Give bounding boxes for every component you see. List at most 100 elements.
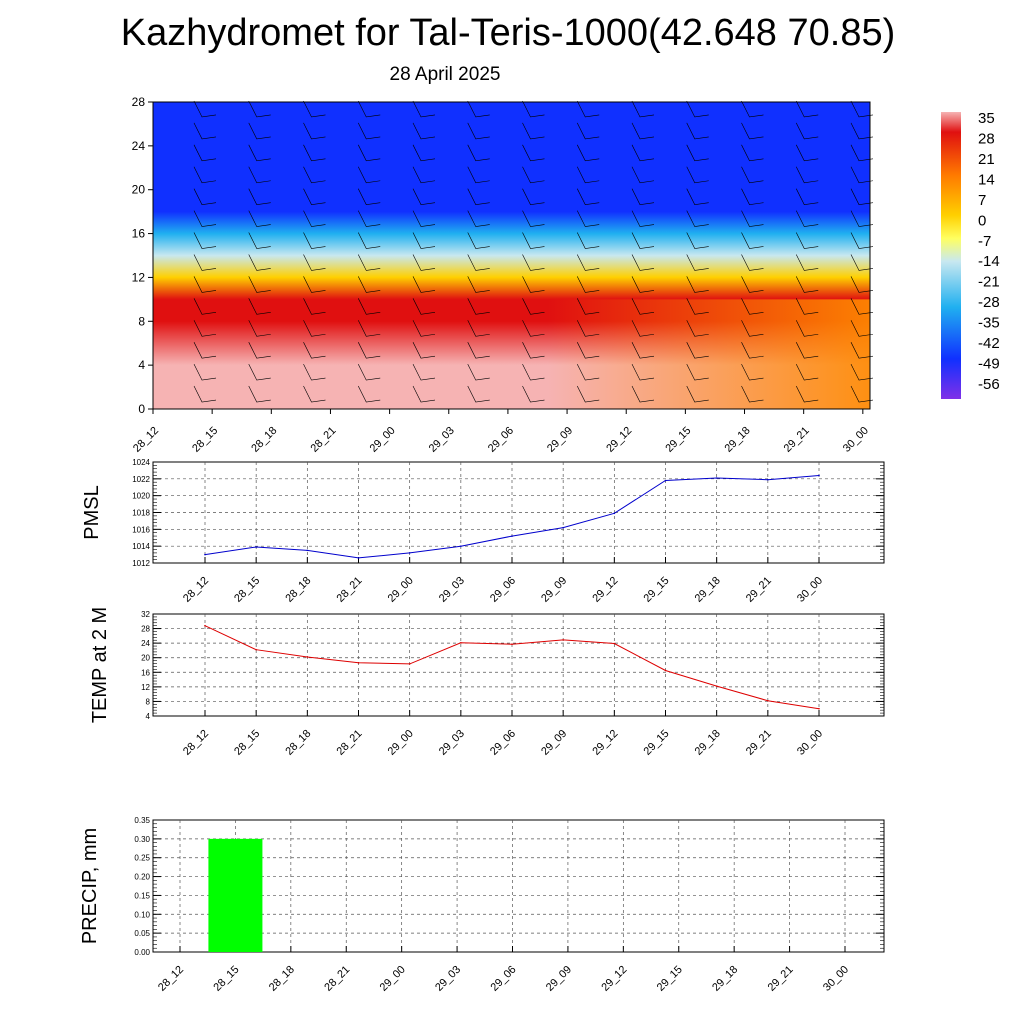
wind-barb	[357, 100, 381, 118]
panel-3-xtick-label: 29_18	[710, 964, 740, 994]
wind-barb	[303, 276, 326, 293]
heatmap-xtick-label: 28_21	[308, 425, 338, 455]
wind-barb	[412, 320, 436, 337]
panel-2-data-point	[613, 642, 616, 645]
wind-barb	[686, 100, 709, 118]
heatmap-ytick-label: 12	[132, 270, 146, 284]
wind-barb	[741, 210, 764, 227]
colorbar-label: 35	[978, 110, 995, 127]
wind-barb	[850, 320, 874, 337]
wind-barb	[686, 210, 709, 227]
panel-3-xtick-label: 29_15	[655, 964, 685, 994]
panel-1-xtick-label: 29_15	[642, 575, 672, 605]
wind-barb	[193, 320, 217, 337]
wind-barb	[795, 232, 819, 249]
colorbar-label: -49	[978, 356, 1000, 373]
panel-2-ytick-label: 20	[141, 654, 150, 663]
panel-2-xtick-label: 29_03	[437, 728, 467, 758]
panel-1-xtick-label: 29_00	[386, 575, 416, 605]
heatmap-frame	[152, 101, 871, 410]
wind-barb	[248, 166, 271, 184]
panel-2-xtick-label: 28_21	[335, 728, 365, 758]
wind-barb	[248, 188, 271, 206]
heatmap-xtick-label: 29_21	[782, 425, 812, 455]
wind-barb	[741, 144, 764, 162]
wind-barb	[467, 144, 490, 162]
wind-barb	[795, 298, 819, 315]
wind-barb	[795, 320, 819, 337]
panel-2-xtick-label: 28_18	[283, 728, 313, 758]
wind-barb	[686, 385, 709, 403]
wind-barb	[522, 342, 545, 359]
heatmap-xtick-label: 29_15	[663, 425, 693, 455]
colorbar-label: 0	[978, 212, 986, 229]
panel-1-data-point	[715, 477, 718, 479]
colorbar-label: 21	[978, 151, 995, 168]
panel-1-ylabel: PMSL	[81, 485, 103, 539]
wind-barb	[522, 100, 545, 118]
wind-barb	[631, 166, 655, 184]
wind-barb	[412, 342, 436, 359]
wind-barb	[686, 122, 709, 140]
wind-barb	[357, 232, 381, 249]
wind-barb	[248, 276, 271, 293]
wind-barb	[522, 122, 545, 140]
colorbar	[941, 112, 961, 399]
heatmap-xtick-label: 28_12	[131, 425, 161, 455]
panel-1-ytick-label: 1024	[132, 458, 150, 467]
colorbar-label: -42	[978, 335, 1000, 352]
panel-2-xtick-label: 29_21	[744, 728, 774, 758]
wind-barb	[248, 385, 271, 403]
wind-barb	[850, 342, 874, 359]
wind-barb	[357, 342, 381, 359]
wind-barb	[795, 363, 819, 381]
wind-barb	[850, 298, 874, 315]
wind-barb	[467, 276, 490, 293]
panel-3-frame	[152, 819, 885, 953]
panel-2-ylabel: TEMP at 2 M	[89, 607, 111, 723]
wind-barb	[850, 166, 874, 184]
wind-barb	[522, 210, 545, 227]
panel-2-data-point	[460, 641, 462, 644]
wind-barb	[576, 144, 600, 162]
wind-barb	[248, 210, 271, 227]
panel-2-data-point	[255, 648, 257, 651]
heatmap-ytick-label: 0	[138, 402, 145, 416]
panel-3-xtick-label: 28_12	[156, 964, 186, 994]
panel-2-xtick-label: 28_12	[181, 728, 211, 758]
heatmap-ytick-label: 4	[138, 358, 145, 372]
wind-barb	[795, 188, 819, 206]
wind-barb	[522, 298, 545, 315]
wind-barb	[686, 363, 709, 381]
wind-barb	[248, 232, 271, 249]
wind-barb	[357, 166, 381, 184]
colorbar-label: -35	[978, 315, 1000, 332]
wind-barb	[248, 320, 271, 337]
wind-barb	[741, 320, 764, 337]
wind-barb	[193, 100, 217, 118]
panel-2-data-point	[767, 699, 769, 702]
wind-barb	[741, 342, 764, 359]
panel-3-ytick-label: 0.25	[134, 854, 150, 863]
wind-barb	[576, 100, 600, 118]
panel-2-xtick-label: 29_15	[642, 728, 672, 758]
heatmap-xtick-label: 28_18	[249, 425, 279, 455]
panel-2-ytick-label: 28	[141, 625, 150, 634]
panel-3-xtick-label: 30_00	[821, 964, 851, 994]
colorbar-label: 7	[978, 192, 986, 209]
wind-barb	[631, 232, 655, 249]
panel-2-ytick-label: 24	[141, 639, 150, 648]
wind-barb	[741, 385, 764, 403]
wind-barb	[522, 276, 545, 293]
heatmap-xtick-label: 29_12	[604, 425, 634, 455]
wind-barb	[193, 166, 217, 184]
wind-barb	[631, 144, 655, 162]
panel-3-xtick-label: 28_21	[322, 964, 352, 994]
panel-1-xtick-label: 29_03	[437, 575, 467, 605]
panel-3-xtick-label: 28_18	[267, 964, 297, 994]
wind-barb	[357, 385, 381, 403]
wind-barb	[741, 100, 764, 118]
wind-barb	[248, 298, 271, 315]
wind-barb	[741, 363, 764, 381]
panel-2-xtick-label: 29_12	[590, 728, 620, 758]
